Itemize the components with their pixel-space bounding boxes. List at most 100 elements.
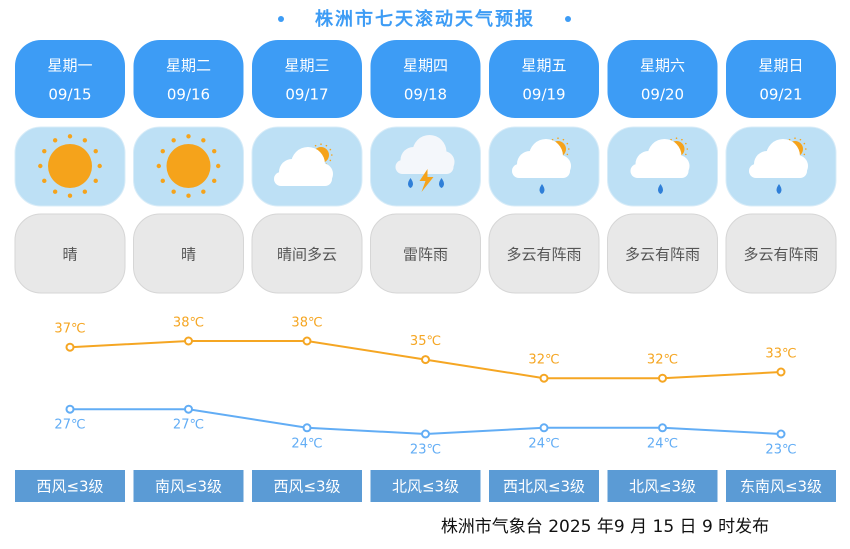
temp-point [65,404,75,414]
sun-ray [805,148,807,150]
weather-text: 多云有阵雨 [743,246,818,264]
rain-drop [658,184,663,194]
weather-text: 多云有阵雨 [506,246,581,264]
sun-ray [201,138,206,143]
temp-point [539,373,549,383]
weather-text: 雷阵雨 [403,246,448,264]
temp-point [184,404,193,414]
lightning [419,169,434,192]
sun-ray [186,193,191,198]
date: 09/16 [167,86,210,104]
cloud-part [274,172,332,186]
temp-label: 24℃ [647,436,678,451]
weekday: 星期一 [47,57,92,75]
sun-ray [670,138,672,141]
sun-ray [685,153,687,156]
wind-text: 西风≤3级 [36,478,103,496]
sun-ray [171,189,176,194]
temp-label: 35℃ [410,334,441,349]
date: 09/17 [285,86,328,104]
weather-box [725,213,837,294]
weather-box [488,213,600,294]
weekday: 星期二 [166,57,211,75]
rain-drop [539,184,545,194]
cloud-icon [630,139,690,178]
wind-box [489,470,599,502]
sun-ray [216,163,221,169]
weekday: 星期四 [403,57,448,75]
temp-point [421,355,430,365]
sun-ray [42,178,47,184]
sun-ray [551,138,554,141]
weather-text: 晴 [181,246,196,264]
sun-ray [799,138,802,141]
sun-ray [794,137,796,139]
sun-ray [82,138,88,143]
sun-ray [186,134,191,139]
wind-text: 北风≤3级 [392,478,459,496]
weather-text: 晴间多云 [277,246,337,264]
wind-text: 南风≤3级 [155,478,222,496]
sun-ray [320,143,322,145]
sun-ray [325,144,328,147]
weather-box [133,213,244,294]
sun-ray [160,148,165,154]
wind-box [15,470,125,502]
sun-ray [331,154,333,156]
sun-ray [329,159,332,162]
sun-ray [566,153,569,156]
weather-text: 多云有阵雨 [625,246,700,264]
sun-ray [67,193,73,198]
cloud-part [749,164,807,178]
weather-text: 晴 [62,246,77,264]
weekday: 星期五 [521,57,566,75]
temp-point [184,336,193,346]
weather-box [251,213,363,294]
weather-box [607,213,718,294]
temp-point [776,429,786,439]
sun-ray [329,148,332,151]
sun-ray [803,153,806,156]
wind-box [370,470,481,502]
wind-box [252,470,362,502]
rain-drop [439,178,444,188]
cloud-part [512,164,570,178]
temp-label: 32℃ [528,353,559,368]
day-box [15,40,125,118]
sun-ray [212,178,217,184]
day-box [726,40,836,118]
wind-text: 西北风≤3级 [503,478,585,496]
day-box [489,40,599,118]
date: 09/19 [522,86,565,104]
wind-text: 北风≤3级 [629,478,696,496]
cloud-icon [512,139,571,178]
temp-label: 27℃ [173,418,204,433]
sun-disc [166,144,211,188]
weekday: 星期六 [640,57,685,75]
wind-box [133,470,244,502]
weekday: 星期三 [284,57,329,75]
date: 09/21 [759,86,802,104]
weather-box [370,213,481,294]
sun-ray [82,189,88,194]
temp-label: 33℃ [765,347,796,362]
wind-text: 东南风≤3级 [740,478,822,496]
sun-ray [803,142,806,145]
sun-ray [201,189,206,194]
wind-box [607,470,718,502]
sun-ray [38,163,43,169]
temp-label: 38℃ [173,316,204,331]
sun-ray [788,138,791,141]
sun-ray [52,189,58,194]
sun-ray [566,142,569,145]
sun-ray [93,178,98,184]
sun-ray [686,148,689,150]
sun-ray [67,134,73,139]
wind-text: 西风≤3级 [273,478,340,496]
rain-drop [776,184,782,194]
temp-point [658,373,667,383]
wind-box [726,470,836,502]
sun-ray [171,138,176,143]
date: 09/18 [404,86,447,104]
sun-ray [212,148,217,154]
